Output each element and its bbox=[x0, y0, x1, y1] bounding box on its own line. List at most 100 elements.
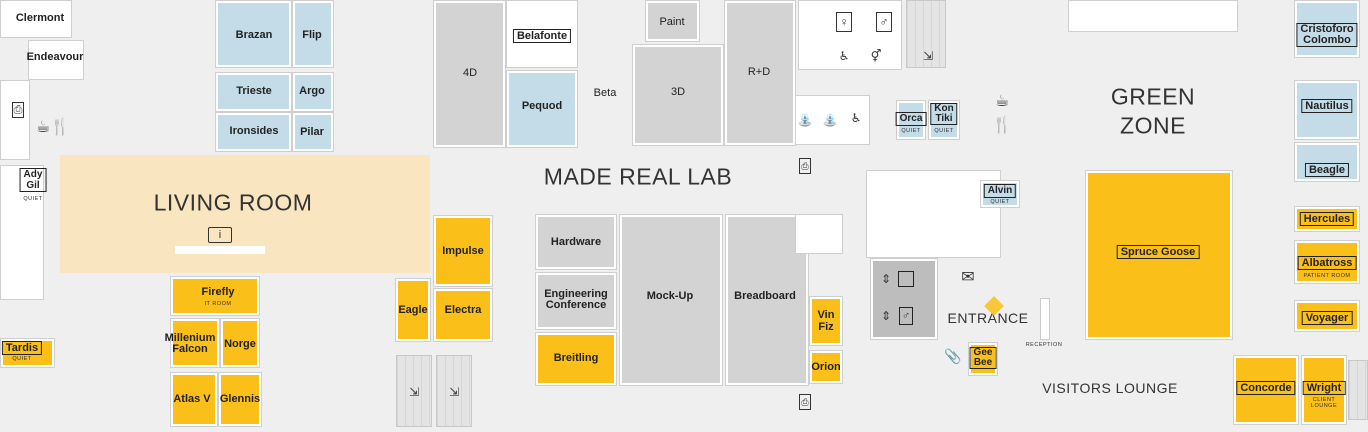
room-orion[interactable] bbox=[809, 350, 843, 384]
room-argo[interactable] bbox=[292, 72, 334, 112]
restroom-icon-elevator: ♂ bbox=[899, 307, 913, 325]
room-ironsides[interactable] bbox=[215, 112, 292, 152]
room-left-column bbox=[0, 80, 30, 160]
restroom-shared-icon: ⚥ bbox=[870, 49, 882, 63]
room-spruce-goose[interactable] bbox=[1085, 170, 1233, 340]
label-bee: Bee bbox=[973, 357, 993, 368]
restroom-male-icon: ♂ bbox=[876, 12, 892, 32]
label-voyager: Voyager bbox=[1301, 311, 1353, 325]
room-4d[interactable] bbox=[433, 0, 506, 148]
sublabel-kon-tiki-quiet: QUIET bbox=[934, 128, 954, 134]
label-vin-fiz: Vin Fiz bbox=[818, 309, 835, 333]
reception-desk-entrance bbox=[1040, 298, 1050, 340]
label-trieste: Trieste bbox=[236, 85, 272, 97]
zone-living-room: LIVING ROOM bbox=[153, 189, 313, 216]
room-clermont[interactable] bbox=[0, 0, 72, 38]
room-kon-tiki[interactable] bbox=[928, 100, 960, 140]
room-cristoforo-colombo[interactable] bbox=[1294, 0, 1360, 58]
room-3d[interactable] bbox=[632, 44, 724, 146]
room-r-d[interactable] bbox=[724, 0, 796, 146]
room-ady-gil[interactable] bbox=[0, 165, 44, 300]
label-brazan: Brazan bbox=[235, 29, 273, 41]
room-pilar[interactable] bbox=[292, 112, 334, 152]
room-brazan[interactable] bbox=[215, 0, 292, 68]
room-breitling[interactable] bbox=[535, 332, 617, 386]
label-eagle: Eagle bbox=[398, 304, 428, 316]
label-r-d: R+D bbox=[747, 66, 771, 78]
label-electra: Electra bbox=[444, 304, 482, 316]
zone-made-real-lab: MADE REAL LAB bbox=[543, 163, 733, 190]
restroom-female-icon: ♀ bbox=[836, 12, 852, 32]
label-glennis: Glennis bbox=[219, 393, 261, 405]
room-norge[interactable] bbox=[220, 318, 260, 368]
elevator-icon-2: ⇕ bbox=[880, 309, 892, 323]
label-ironsides: Ironsides bbox=[229, 125, 279, 137]
label-colombo: Colombo bbox=[1303, 34, 1351, 46]
sublabel-alvin-quiet: QUIET bbox=[990, 199, 1010, 205]
label-hardware: Hardware bbox=[550, 236, 602, 248]
coffee-icon: ☕ bbox=[35, 119, 51, 136]
room-hardware[interactable] bbox=[535, 214, 617, 270]
accessible-restroom-icon: ♿ bbox=[838, 49, 850, 63]
label-hercules: Hercules bbox=[1299, 212, 1355, 226]
room-firefly[interactable] bbox=[170, 276, 260, 316]
sublabel-wright-client: CLIENT bbox=[1312, 397, 1336, 403]
room-eagle[interactable] bbox=[395, 278, 431, 342]
label-orca: Orca bbox=[895, 112, 927, 126]
room-voyager[interactable] bbox=[1294, 300, 1360, 332]
room-millenium-falcon[interactable] bbox=[170, 318, 220, 368]
label-breitling: Breitling bbox=[553, 352, 599, 364]
cutlery-icon-green-zone: 🍴 bbox=[992, 117, 1012, 134]
coffee-icon-green-zone: ☕ bbox=[994, 93, 1010, 110]
alvin-block bbox=[866, 170, 1001, 258]
sublabel-orca-quiet: QUIET bbox=[901, 128, 921, 134]
cutlery-icon: 🍴 bbox=[50, 119, 70, 136]
room-electra[interactable] bbox=[433, 288, 493, 342]
room-paint[interactable] bbox=[645, 0, 700, 42]
label-alvin: Alvin bbox=[983, 184, 1017, 198]
label-beta: Beta bbox=[593, 87, 617, 99]
room-albatross[interactable] bbox=[1294, 240, 1360, 284]
label-tiki: Tiki bbox=[935, 113, 953, 124]
mail-icon: ✉ bbox=[961, 269, 975, 286]
label-reception: RECEPTION bbox=[1025, 342, 1063, 348]
label-ady: Ady bbox=[23, 169, 43, 180]
room-belafonte[interactable] bbox=[506, 0, 578, 68]
room-wright[interactable] bbox=[1301, 355, 1347, 425]
room-vin-fiz[interactable] bbox=[809, 296, 843, 346]
room-concorde[interactable] bbox=[1233, 355, 1299, 425]
label-impulse: Impulse bbox=[442, 245, 484, 257]
zone-green-line2: ZONE bbox=[1120, 112, 1186, 139]
room-trieste[interactable] bbox=[215, 72, 292, 112]
label-pequod: Pequod bbox=[521, 100, 563, 112]
room-nautilus[interactable] bbox=[1294, 80, 1360, 140]
room-impulse[interactable] bbox=[433, 215, 493, 287]
label-mock-up: Mock-Up bbox=[646, 290, 694, 302]
label-norge: Norge bbox=[224, 338, 256, 350]
room-pequod[interactable] bbox=[506, 70, 578, 148]
label-cristoforo: Cristoforo bbox=[1300, 23, 1354, 35]
stairs-icon-bottom-left: ⇲ bbox=[408, 385, 420, 399]
stairs-bottom-right bbox=[1348, 360, 1368, 420]
room-endeavour[interactable] bbox=[28, 40, 84, 80]
room-hercules[interactable] bbox=[1294, 206, 1360, 232]
room-engineering-conference[interactable] bbox=[535, 272, 617, 330]
stairs-top bbox=[906, 0, 946, 68]
stairs-bottom-left bbox=[396, 355, 432, 427]
room-tardis[interactable] bbox=[0, 338, 55, 368]
label-paint: Paint bbox=[659, 16, 685, 28]
label-gil: Gil bbox=[26, 180, 40, 191]
room-flip[interactable] bbox=[292, 0, 334, 68]
elevator-icon: ⇕ bbox=[880, 272, 892, 286]
label-concorde: Concorde bbox=[1236, 381, 1296, 395]
room-atlas-v[interactable] bbox=[170, 372, 218, 427]
reception-desk bbox=[175, 246, 265, 254]
label-beagle: Beagle bbox=[1304, 163, 1350, 177]
label-orion: Orion bbox=[811, 361, 841, 373]
label-conference: Conference bbox=[545, 299, 607, 311]
label-wright: Wright bbox=[1302, 381, 1346, 395]
room-glennis[interactable] bbox=[218, 372, 262, 427]
room-mock-up[interactable] bbox=[619, 214, 723, 386]
green-zone-top bbox=[1068, 0, 1238, 32]
